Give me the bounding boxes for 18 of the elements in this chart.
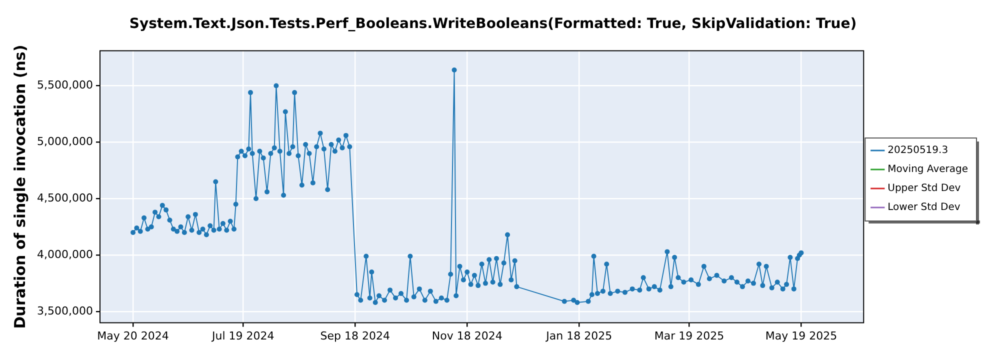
x-tick-label: Jul 19 2024	[211, 329, 274, 342]
x-tick-label: May 20 2024	[97, 329, 169, 342]
y-tick-label: 4,500,000	[37, 192, 93, 205]
x-tick-label: Mar 19 2025	[654, 329, 724, 342]
x-tick-label: Jan 18 2025	[545, 329, 612, 342]
legend-label: 20250519.3	[888, 145, 948, 156]
y-tick-label: 4,000,000	[37, 248, 93, 261]
y-tick-label: 3,500,000	[37, 304, 93, 318]
x-tick-label: May 19 2025	[765, 329, 838, 342]
chart-title: System.Text.Json.Tests.Perf_Booleans.WriteBooleans(Formatted: True, SkipValidation: True)	[129, 16, 857, 32]
legend-label: Lower Std Dev	[888, 202, 960, 214]
y-axis-title: Duration of single invocation (ns)	[10, 44, 29, 329]
y-tick-label: 5,000,000	[37, 135, 93, 148]
legend-label: Upper Std Dev	[888, 183, 961, 194]
y-tick-label: 5,500,000	[37, 78, 93, 92]
x-tick-label: Nov 18 2024	[432, 329, 502, 342]
legend-label: Moving Average	[888, 164, 968, 176]
x-tick-label: Sep 18 2024	[320, 329, 390, 342]
